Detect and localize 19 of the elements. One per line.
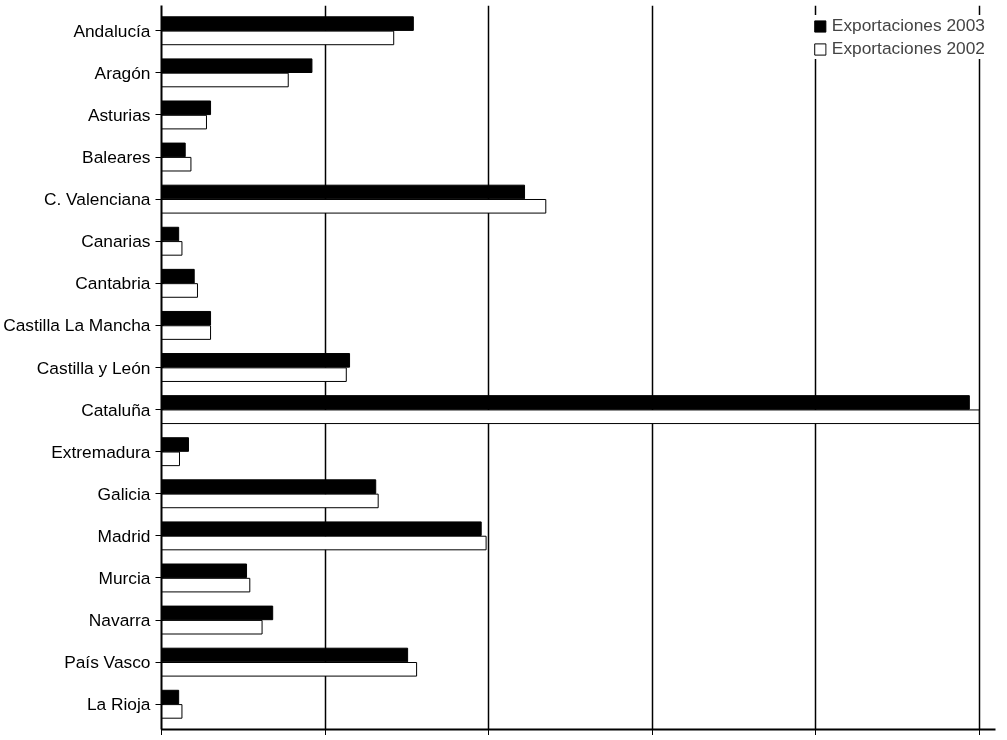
y-tick-label: Madrid <box>97 525 151 546</box>
y-tick-label: Andalucía <box>73 20 151 41</box>
y-tick-label: Galicia <box>97 483 151 504</box>
y-tick-label: Murcia <box>98 567 151 588</box>
y-tick-label: Asturias <box>87 104 151 125</box>
y-tick-label: Cantabria <box>75 273 151 294</box>
y-tick-label: Cataluña <box>81 399 151 420</box>
legend-label: Exportaciones 2002 <box>831 38 985 59</box>
y-tick-label: La Rioja <box>86 694 151 715</box>
y-tick-label: Extremadura <box>51 441 151 462</box>
legend-label: Exportaciones 2003 <box>831 15 985 36</box>
y-tick-label: Castilla La Mancha <box>3 315 151 336</box>
y-tick-label: Baleares <box>82 147 151 168</box>
y-tick-label: País Vasco <box>64 652 151 673</box>
y-tick-label: Aragón <box>94 62 151 83</box>
y-tick-label: Navarra <box>88 610 151 631</box>
y-tick-label: Canarias <box>81 231 151 252</box>
y-tick-label: C. Valenciana <box>43 189 151 210</box>
y-tick-label: Castilla y León <box>36 357 151 378</box>
